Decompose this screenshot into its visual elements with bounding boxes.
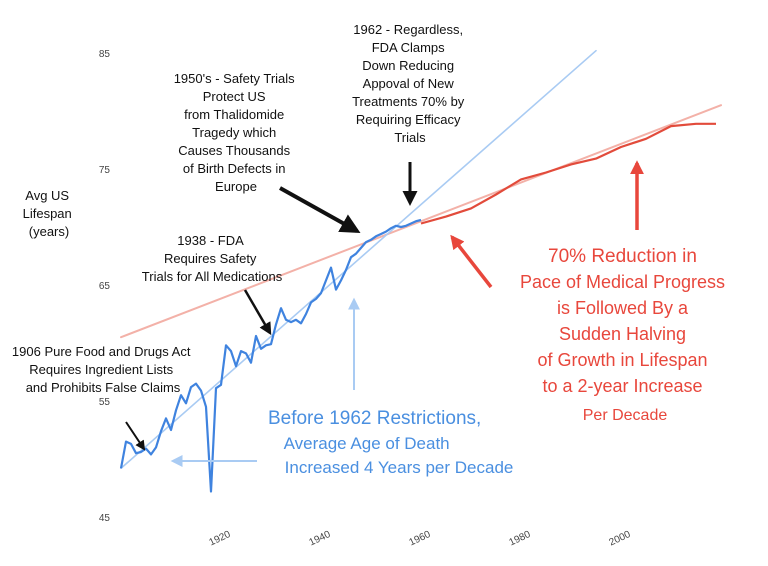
trend-line-2yr bbox=[120, 104, 722, 339]
annotation-line: Requires Ingredient Lists bbox=[29, 362, 173, 377]
y-tick-label: 75 bbox=[99, 165, 111, 176]
x-tick-label: 1940 bbox=[308, 529, 333, 549]
annotation-line: of Growth in Lifespan bbox=[537, 350, 707, 370]
annotation-line: Before 1962 Restrictions, bbox=[268, 408, 481, 429]
arrow-1938 bbox=[243, 289, 272, 336]
series-line-post-1962 bbox=[420, 122, 716, 225]
annotation-line: and Prohibits False Claims bbox=[26, 380, 181, 395]
annotation-line: Europe bbox=[215, 179, 257, 194]
trend-line-4yr bbox=[120, 49, 597, 470]
annotation-line: Protect US bbox=[203, 89, 266, 104]
annotation-line: Tragedy which bbox=[192, 125, 276, 140]
annotation-line: 70% Reduction in bbox=[548, 246, 697, 267]
arrow-red-diagonal bbox=[450, 234, 493, 289]
annotation-line: 1962 - Regardless, bbox=[353, 22, 463, 37]
annotation-line: Pace of Medical Progress bbox=[520, 272, 725, 292]
annotation-line: Requiring Efficacy bbox=[356, 112, 461, 127]
y-tick-label: 85 bbox=[99, 49, 111, 60]
y-axis-label: Avg US Lifespan (years) bbox=[23, 188, 76, 239]
y-tick-label: 65 bbox=[99, 281, 111, 292]
y-axis-label-line: (years) bbox=[29, 224, 69, 239]
annotation-line: Increased 4 Years per Decade bbox=[285, 458, 514, 477]
annotation-line: Per Decade bbox=[583, 407, 668, 424]
annotation-1962: 1962 - Regardless, FDA Clamps Down Reduc… bbox=[352, 22, 468, 145]
annotation-line: Causes Thousands bbox=[178, 143, 290, 158]
series-line-pre-1962 bbox=[119, 218, 422, 493]
annotation-1938: 1938 - FDA Requires Safety Trials for Al… bbox=[142, 233, 283, 284]
x-tick-label: 2000 bbox=[608, 529, 633, 549]
annotation-line: Sudden Halving bbox=[559, 324, 686, 344]
annotation-line: Down Reducing bbox=[362, 58, 454, 73]
y-tick-label: 45 bbox=[99, 513, 111, 524]
annotation-line: from Thalidomide bbox=[184, 107, 284, 122]
annotation-line: FDA Clamps bbox=[372, 40, 445, 55]
annotation-line: is Followed By a bbox=[557, 298, 689, 318]
y-tick-label: 55 bbox=[99, 397, 111, 408]
annotation-line: Trials bbox=[394, 130, 426, 145]
annotation-line: 1906 Pure Food and Drugs Act bbox=[12, 344, 191, 359]
annotation-1950s: 1950's - Safety Trials Protect US from T… bbox=[174, 71, 299, 194]
annotation-line: Treatments 70% by bbox=[352, 94, 465, 109]
annotation-1906: 1906 Pure Food and Drugs Act Requires In… bbox=[12, 344, 194, 395]
annotation-before-1962: Before 1962 Restrictions, Average Age of… bbox=[268, 408, 513, 477]
annotation-line: Requires Safety bbox=[164, 251, 257, 266]
arrow-1906 bbox=[125, 421, 146, 451]
y-axis-label-line: Lifespan bbox=[23, 206, 72, 221]
annotation-line: 1950's - Safety Trials bbox=[174, 71, 295, 86]
annotation-line: Appoval of New bbox=[363, 76, 455, 91]
x-tick-label: 1960 bbox=[408, 529, 433, 549]
annotation-line: to a 2-year Increase bbox=[542, 376, 702, 396]
annotation-line: 1938 - FDA bbox=[177, 233, 244, 248]
y-axis-label-line: Avg US bbox=[25, 188, 69, 203]
x-tick-label: 1920 bbox=[208, 529, 233, 549]
annotation-line: Trials for All Medications bbox=[142, 269, 283, 284]
annotation-line: Average Age of Death bbox=[284, 434, 450, 453]
annotation-line: of Birth Defects in bbox=[183, 161, 286, 176]
x-tick-label: 1980 bbox=[508, 529, 533, 549]
arrow-1950s bbox=[279, 186, 361, 233]
annotation-reduction: 70% Reduction in Pace of Medical Progres… bbox=[520, 246, 730, 424]
